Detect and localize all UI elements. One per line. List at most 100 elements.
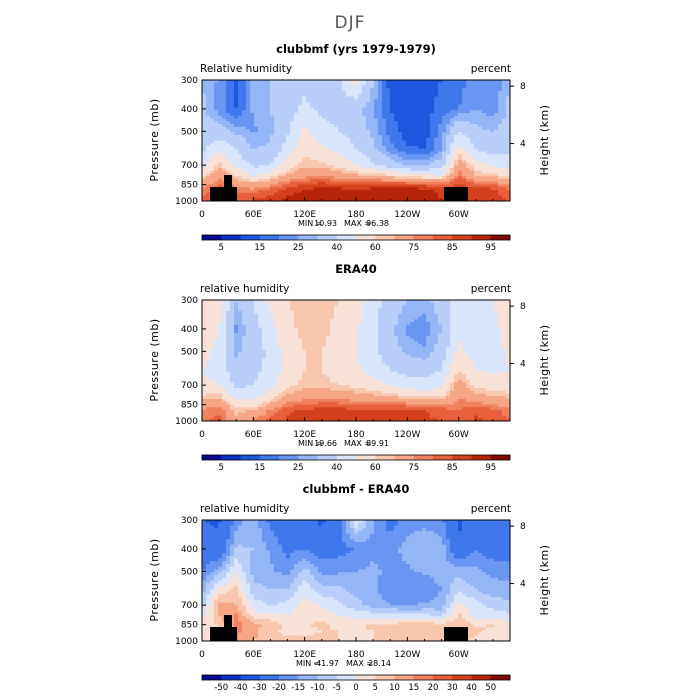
field-cell — [506, 140, 510, 144]
field-cell — [214, 319, 219, 323]
field-cell — [290, 96, 295, 100]
field-cell — [454, 82, 459, 87]
field-cell — [470, 157, 475, 161]
field-cell — [290, 159, 295, 164]
field-cell — [202, 85, 207, 89]
field-cell — [378, 168, 383, 172]
field-cell — [386, 311, 391, 315]
field-cell — [450, 148, 455, 153]
field-cell — [314, 159, 319, 164]
field-cell — [498, 313, 503, 318]
field-cell — [254, 80, 259, 84]
field-cell — [382, 300, 387, 304]
field-cell — [290, 170, 295, 175]
field-cell — [310, 190, 315, 194]
field-cell — [418, 349, 423, 353]
field-cell — [254, 179, 259, 183]
field-cell — [378, 179, 383, 183]
field-cell — [506, 179, 510, 183]
field-cell — [394, 104, 399, 109]
field-cell — [486, 305, 491, 309]
field-cell — [274, 305, 279, 309]
field-cell — [470, 190, 475, 194]
field-cell — [498, 132, 503, 136]
field-cell — [254, 170, 259, 175]
field-cell — [378, 146, 383, 150]
field-cell — [402, 308, 407, 312]
field-cell — [382, 308, 387, 312]
field-cell — [478, 137, 483, 142]
field-cell — [414, 327, 419, 331]
field-cell — [410, 300, 415, 304]
field-cell — [302, 159, 307, 164]
field-cell — [266, 316, 271, 320]
field-cell — [262, 349, 267, 353]
field-cell — [230, 104, 235, 109]
field-cell — [390, 349, 395, 353]
field-cell — [458, 302, 463, 307]
field-cell — [258, 88, 263, 92]
field-cell — [386, 93, 391, 98]
field-cell — [318, 146, 323, 150]
field-cell — [302, 118, 307, 122]
field-cell — [478, 190, 483, 194]
field-cell — [354, 118, 359, 122]
field-cell — [226, 159, 231, 164]
field-cell — [278, 82, 283, 87]
field-cell — [362, 118, 367, 122]
field-cell — [406, 192, 411, 197]
field-cell — [354, 316, 359, 320]
field-cell — [474, 124, 479, 128]
field-cell — [402, 179, 407, 183]
field-cell — [334, 168, 339, 172]
field-cell — [338, 173, 343, 177]
field-cell — [254, 168, 259, 172]
field-cell — [474, 129, 479, 133]
field-cell — [278, 135, 283, 139]
field-cell — [454, 135, 459, 139]
field-cell — [314, 322, 319, 326]
field-cell — [254, 322, 259, 326]
field-cell — [398, 302, 403, 307]
field-cell — [218, 319, 223, 323]
field-cell — [410, 302, 415, 307]
field-cell — [406, 80, 411, 84]
field-cell — [462, 85, 467, 89]
field-cell — [370, 344, 375, 348]
field-cell — [442, 80, 447, 84]
field-cell — [234, 148, 239, 153]
field-cell — [478, 173, 483, 177]
field-cell — [454, 137, 459, 142]
field-cell — [486, 341, 491, 345]
field-cell — [406, 352, 411, 356]
field-cell — [478, 305, 483, 309]
field-cell — [350, 129, 355, 133]
field-cell — [382, 319, 387, 323]
field-cell — [310, 341, 315, 345]
field-cell — [234, 82, 239, 87]
field-cell — [398, 168, 403, 172]
field-cell — [402, 302, 407, 307]
field-cell — [418, 104, 423, 109]
field-cell — [218, 124, 223, 128]
field-cell — [498, 102, 503, 106]
heatmap-cells — [202, 80, 510, 201]
field-cell — [398, 341, 403, 345]
field-cell — [378, 165, 383, 169]
field-cell — [310, 173, 315, 177]
field-cell — [318, 137, 323, 142]
field-cell — [282, 198, 287, 201]
field-cell — [222, 85, 227, 89]
field-cell — [490, 126, 495, 131]
field-cell — [246, 338, 251, 342]
field-cell — [466, 118, 471, 122]
field-cell — [442, 170, 447, 175]
field-cell — [282, 168, 287, 172]
field-cell — [374, 344, 379, 348]
field-cell — [314, 113, 319, 117]
field-cell — [486, 165, 491, 169]
field-cell — [238, 170, 243, 175]
field-cell — [474, 198, 479, 201]
field-cell — [298, 140, 303, 144]
field-cell — [422, 135, 427, 139]
